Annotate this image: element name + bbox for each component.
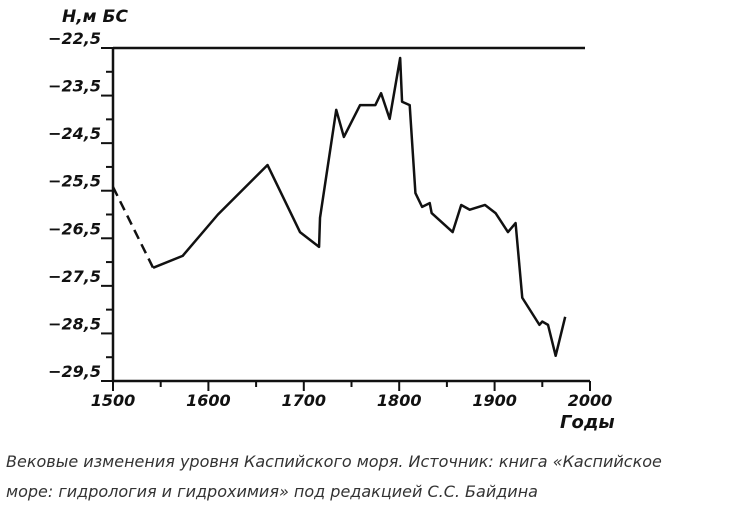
y-tick-label: −24,5 <box>48 124 101 143</box>
y-tick-label: −28,5 <box>48 314 101 333</box>
y-tick-label: −26,5 <box>48 219 101 238</box>
x-tick-label: 1500 <box>91 391 136 410</box>
caption: море: гидрология и гидрохимия» под редак… <box>6 482 538 501</box>
caption: Вековые изменения уровня Каспийского мор… <box>6 452 662 471</box>
y-tick-label: −25,5 <box>48 172 101 191</box>
x-tick-label: 1700 <box>282 391 327 410</box>
y-tick-label: −23,5 <box>48 77 101 96</box>
x-tick-label: 1900 <box>472 391 517 410</box>
level-line <box>152 56 567 358</box>
y-tick-label: −27,5 <box>48 267 101 286</box>
y-tick-label: −22,5 <box>48 29 101 48</box>
x-axis-label: Годы <box>560 412 615 433</box>
x-tick-label: 1600 <box>186 391 231 410</box>
chart: H,м БС Годы −22,5 −23,5 −24,5 −25,5 −26,5 −27… <box>48 7 615 433</box>
y-axis-label: H,м БС <box>62 7 128 27</box>
y-tick-label: −29,5 <box>48 362 101 381</box>
level-line <box>111 186 155 269</box>
x-tick-label: 2000 <box>568 391 613 410</box>
x-tick-label: 1800 <box>377 391 422 410</box>
